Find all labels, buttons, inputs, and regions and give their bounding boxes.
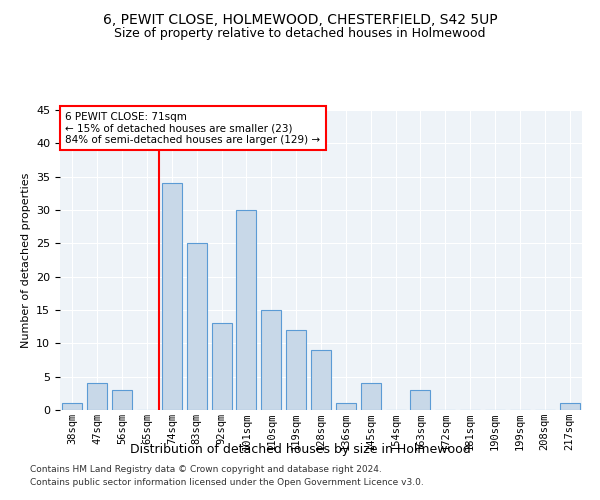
Text: 6 PEWIT CLOSE: 71sqm
← 15% of detached houses are smaller (23)
84% of semi-detac: 6 PEWIT CLOSE: 71sqm ← 15% of detached h… <box>65 112 320 144</box>
Bar <box>187 244 206 410</box>
Text: Distribution of detached houses by size in Holmewood: Distribution of detached houses by size … <box>130 442 470 456</box>
Bar <box>236 210 256 410</box>
Bar <box>311 350 331 410</box>
Bar <box>286 330 306 410</box>
Bar <box>262 310 281 410</box>
Text: Contains public sector information licensed under the Open Government Licence v3: Contains public sector information licen… <box>30 478 424 487</box>
Bar <box>112 390 132 410</box>
Bar <box>162 184 182 410</box>
Y-axis label: Number of detached properties: Number of detached properties <box>20 172 31 348</box>
Text: 6, PEWIT CLOSE, HOLMEWOOD, CHESTERFIELD, S42 5UP: 6, PEWIT CLOSE, HOLMEWOOD, CHESTERFIELD,… <box>103 12 497 26</box>
Bar <box>88 384 107 410</box>
Bar <box>212 324 232 410</box>
Bar <box>336 404 356 410</box>
Bar <box>62 404 82 410</box>
Bar <box>560 404 580 410</box>
Bar <box>361 384 380 410</box>
Bar <box>410 390 430 410</box>
Text: Size of property relative to detached houses in Holmewood: Size of property relative to detached ho… <box>114 28 486 40</box>
Text: Contains HM Land Registry data © Crown copyright and database right 2024.: Contains HM Land Registry data © Crown c… <box>30 466 382 474</box>
